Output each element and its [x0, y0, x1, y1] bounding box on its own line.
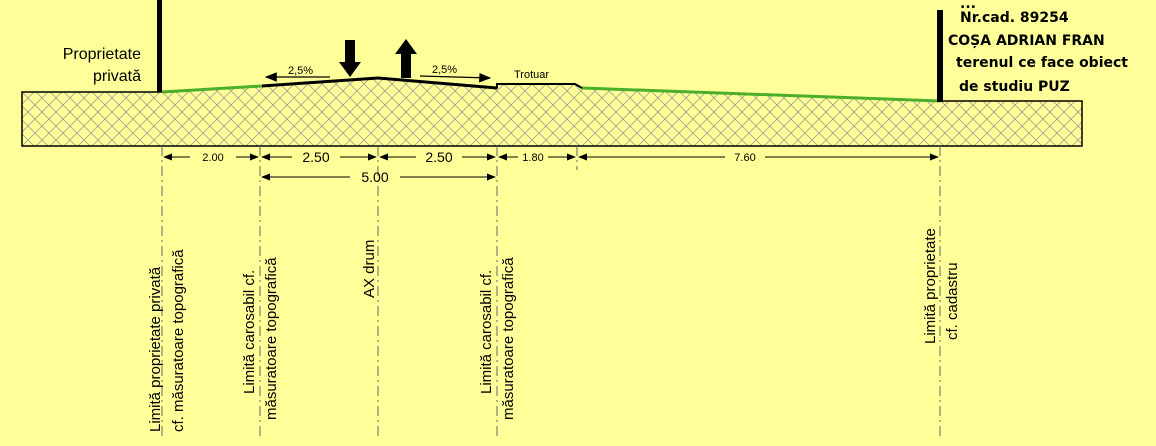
- dim-label-4: 1.80: [522, 152, 543, 164]
- dim-label-2: 2.50: [302, 149, 329, 165]
- sidewalk-label: Trotuar: [514, 69, 549, 81]
- traffic-up-arrow: [395, 39, 417, 78]
- label-carr-right-1: Limită carosabil cf.: [478, 270, 495, 394]
- left-owner-line1: Proprietate: [63, 46, 141, 63]
- right-owner-line4: de studiu PUZ: [959, 79, 1070, 95]
- dim-label-5: 7.60: [734, 152, 755, 164]
- right-fence-post: [937, 10, 943, 102]
- slope-label-left: 2,5%: [288, 65, 313, 77]
- grass-right: [581, 86, 941, 103]
- label-private-limit-2: cf. măsuratoare topografică: [170, 249, 187, 432]
- ground-section: [21, 77, 1083, 147]
- right-owner-line0: ...: [960, 0, 976, 12]
- label-prop-limit-1: Limită proprietate: [922, 228, 939, 344]
- label-carr-left-1: Limită carosabil cf.: [241, 270, 258, 394]
- label-private-limit-1: Limită proprietate privată: [147, 266, 164, 432]
- grass-left: [161, 84, 263, 94]
- owner-name: COȘA ADRIAN FRAN: [948, 33, 1105, 49]
- cadastral-number: Nr.cad. 89254: [960, 10, 1069, 26]
- slope-arrow-right: [419, 72, 492, 83]
- label-carr-right-2: măsuratoare topografică: [500, 257, 517, 420]
- slope-label-right: 2,5%: [432, 64, 457, 76]
- dim-label-1: 2.00: [202, 152, 223, 164]
- reference-lines: [161, 146, 941, 440]
- dimension-lines: [163, 153, 939, 181]
- carriageway-surface: [261, 76, 498, 90]
- label-prop-limit-2: cf. cadastru: [944, 262, 961, 340]
- left-fence-post: [157, 0, 162, 92]
- right-owner-line3: terenul ce face obiect: [956, 55, 1128, 71]
- left-owner-line2: privată: [93, 68, 141, 85]
- label-carr-left-2: măsuratoare topografică: [263, 257, 280, 420]
- dim-label-total: 5.00: [361, 169, 388, 185]
- traffic-down-arrow: [339, 40, 361, 77]
- dim-label-3: 2.50: [425, 149, 452, 165]
- sidewalk-surface: [496, 83, 583, 89]
- label-axis: AX drum: [361, 240, 378, 298]
